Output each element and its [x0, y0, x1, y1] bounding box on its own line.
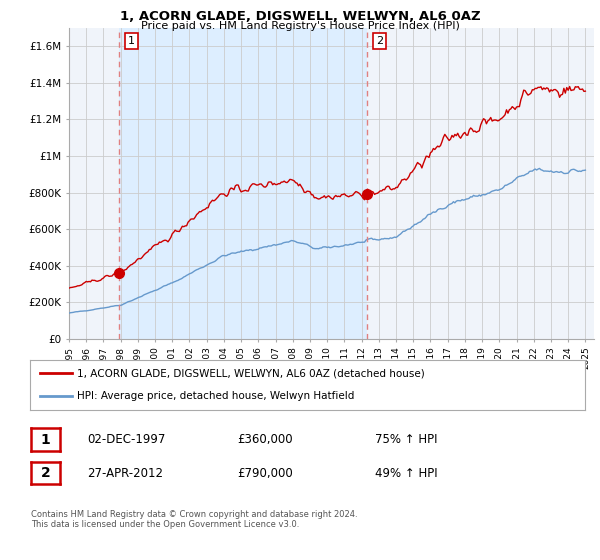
Text: £360,000: £360,000 [237, 433, 293, 446]
Text: 2: 2 [41, 466, 50, 480]
Bar [119, 28, 367, 339]
Text: 2: 2 [376, 36, 383, 46]
Text: 27-APR-2012: 27-APR-2012 [87, 466, 163, 480]
Text: Price paid vs. HM Land Registry's House Price Index (HPI): Price paid vs. HM Land Registry's House … [140, 21, 460, 31]
Text: 1: 1 [41, 432, 50, 447]
Text: 1, ACORN GLADE, DIGSWELL, WELWYN, AL6 0AZ (detached house): 1, ACORN GLADE, DIGSWELL, WELWYN, AL6 0A… [77, 368, 425, 378]
Text: 49% ↑ HPI: 49% ↑ HPI [375, 466, 437, 480]
Text: 75% ↑ HPI: 75% ↑ HPI [375, 433, 437, 446]
Text: 1, ACORN GLADE, DIGSWELL, WELWYN, AL6 0AZ: 1, ACORN GLADE, DIGSWELL, WELWYN, AL6 0A… [119, 10, 481, 22]
Text: Contains HM Land Registry data © Crown copyright and database right 2024.
This d: Contains HM Land Registry data © Crown c… [31, 510, 358, 529]
Text: 02-DEC-1997: 02-DEC-1997 [87, 433, 166, 446]
Text: £790,000: £790,000 [237, 466, 293, 480]
Text: 1: 1 [128, 36, 135, 46]
Text: HPI: Average price, detached house, Welwyn Hatfield: HPI: Average price, detached house, Welw… [77, 391, 355, 402]
